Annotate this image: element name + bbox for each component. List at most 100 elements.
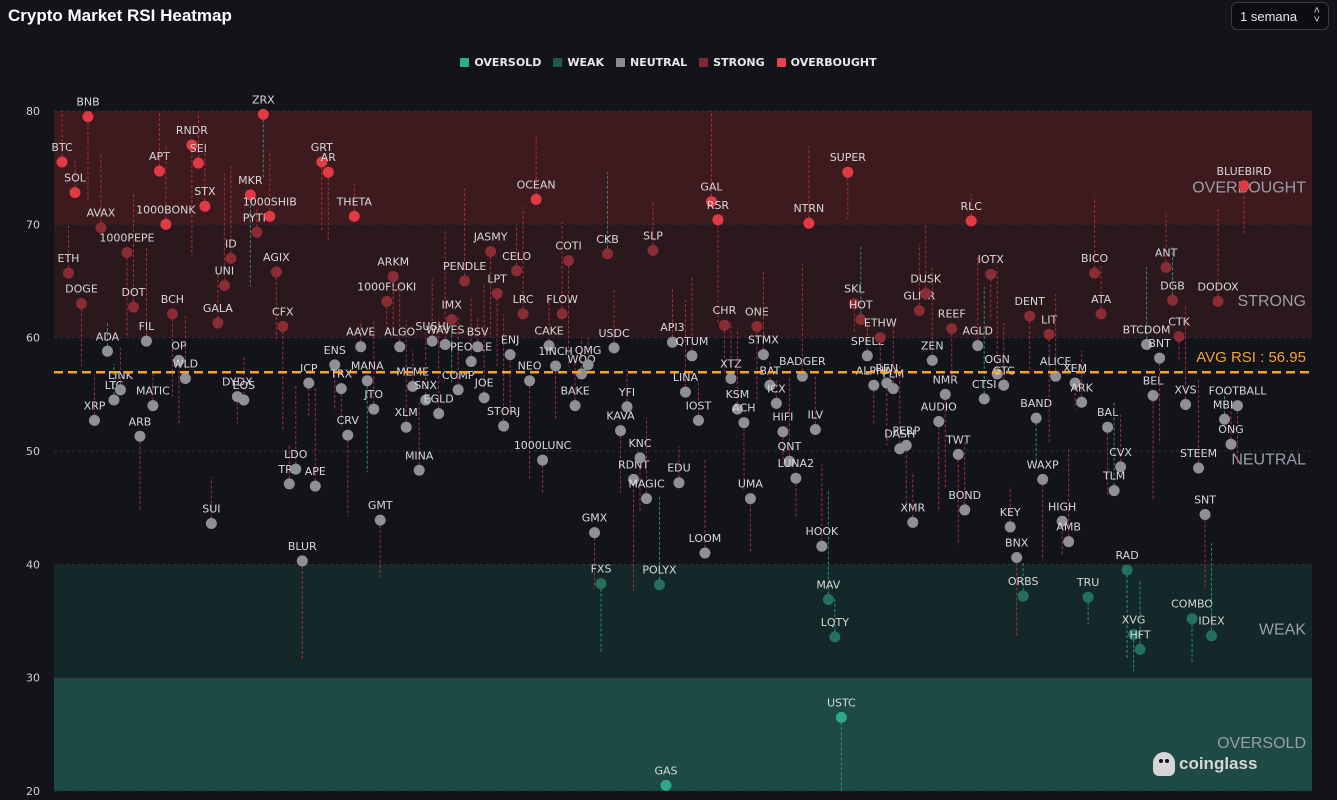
time-range-select[interactable]: 1 semana ˄ ˅ bbox=[1231, 2, 1329, 30]
point-label-knc: KNC bbox=[628, 437, 651, 450]
point-label-bnt: BNT bbox=[1148, 337, 1171, 350]
point-label-fil: FIL bbox=[139, 320, 156, 333]
zone-label-overbought: OVERBOUGHT bbox=[1192, 180, 1306, 197]
point-apt bbox=[153, 165, 165, 177]
point-label-alpha: ALPHA bbox=[856, 364, 893, 377]
point-yfi bbox=[621, 401, 633, 413]
point-gas bbox=[660, 779, 672, 791]
point-label-lit: LIT bbox=[1041, 313, 1057, 326]
point-dusk bbox=[920, 287, 932, 299]
point-1000pepe bbox=[121, 247, 133, 259]
point-label-hook: HOOK bbox=[805, 525, 839, 538]
point-1000floki bbox=[381, 295, 393, 307]
point-sushi bbox=[426, 335, 438, 347]
point-label-mbl: MBL bbox=[1213, 398, 1237, 411]
point-label-jto: JTO bbox=[363, 388, 383, 401]
legend-item-overbought[interactable]: OVERBOUGHT bbox=[776, 56, 877, 69]
point-label-bsv: BSV bbox=[467, 326, 489, 339]
point-neo bbox=[524, 375, 536, 387]
point-key bbox=[1004, 521, 1016, 533]
point-label-lina: LINA bbox=[673, 371, 699, 384]
point-label-cake: CAKE bbox=[534, 325, 563, 338]
point-label-stx: STX bbox=[194, 185, 216, 198]
point-theta bbox=[348, 210, 360, 222]
point-label-chr: CHR bbox=[713, 304, 737, 317]
point-ar bbox=[322, 166, 334, 178]
point-pendle bbox=[459, 275, 471, 287]
point-label-snt: SNT bbox=[1194, 493, 1216, 506]
point-gmx bbox=[589, 527, 601, 539]
point-ant bbox=[1160, 261, 1172, 273]
point-label-people: PEOPLE bbox=[450, 340, 492, 353]
point-bico bbox=[1089, 267, 1101, 279]
point-dodox bbox=[1212, 295, 1224, 307]
point-arkm bbox=[387, 270, 399, 282]
point-enj bbox=[504, 349, 516, 361]
point-label-super: SUPER bbox=[830, 151, 867, 164]
point-label-xvs: XVS bbox=[1175, 384, 1197, 397]
point-gal bbox=[705, 196, 717, 208]
point-label-lpt: LPT bbox=[487, 272, 507, 285]
point-ocean bbox=[530, 193, 542, 205]
brand-name: coinglass bbox=[1179, 754, 1258, 773]
point-bel bbox=[1147, 389, 1159, 401]
point-label-football: FOOTBALL bbox=[1209, 385, 1268, 398]
point-dgb bbox=[1167, 294, 1179, 306]
point-label-ens: ENS bbox=[324, 344, 346, 357]
point-amb bbox=[1063, 536, 1075, 548]
point-label-dodox: DODOX bbox=[1197, 280, 1239, 293]
point-label-usdc: USDC bbox=[598, 327, 630, 340]
point-bal bbox=[1102, 421, 1114, 433]
point-comp bbox=[452, 384, 464, 396]
legend-item-strong[interactable]: STRONG bbox=[699, 56, 765, 69]
legend-item-oversold[interactable]: OVERSOLD bbox=[460, 56, 541, 69]
point-label-loom: LOOM bbox=[689, 532, 722, 545]
point-label-gtc: GTC bbox=[993, 364, 1015, 377]
point-stx bbox=[199, 200, 211, 212]
point-joe bbox=[478, 392, 490, 404]
point-trb bbox=[283, 478, 295, 490]
point-high bbox=[1056, 515, 1068, 527]
point-mina bbox=[413, 464, 425, 476]
point-label-audio: AUDIO bbox=[921, 401, 957, 414]
point-snt bbox=[1199, 508, 1211, 520]
point-xrp bbox=[88, 414, 100, 426]
point-algo bbox=[394, 341, 406, 353]
point-label-qmg: QMG bbox=[575, 344, 602, 357]
point-ong bbox=[1225, 438, 1237, 450]
point-jto bbox=[368, 403, 380, 415]
point-label-ustc: USTC bbox=[827, 696, 856, 709]
point-mbl bbox=[1219, 413, 1231, 425]
point-ark bbox=[1076, 396, 1088, 408]
point-iotx bbox=[985, 268, 997, 280]
point-lit bbox=[1043, 328, 1055, 340]
point-edu bbox=[673, 477, 685, 489]
point-label-bat: BAT bbox=[759, 364, 780, 377]
legend-item-weak[interactable]: WEAK bbox=[553, 56, 604, 69]
point-lrc bbox=[517, 308, 529, 320]
point-ckb bbox=[602, 248, 614, 260]
zone-band-neutral bbox=[54, 337, 1312, 565]
point-ntrn bbox=[803, 217, 815, 229]
legend-item-neutral[interactable]: NEUTRAL bbox=[616, 56, 687, 69]
point-label-arb: ARB bbox=[129, 415, 152, 428]
point-icp bbox=[303, 377, 315, 389]
y-tick-label: 40 bbox=[26, 558, 40, 571]
legend-swatch bbox=[460, 58, 470, 67]
zone-band-oversold bbox=[54, 677, 1312, 791]
point-sol bbox=[69, 187, 81, 199]
point-label-lqty: LQTY bbox=[821, 616, 850, 629]
point-label-high: HIGH bbox=[1048, 500, 1076, 513]
point-label-xrp: XRP bbox=[84, 399, 106, 412]
y-tick-label: 30 bbox=[26, 672, 40, 685]
y-tick-label: 80 bbox=[26, 105, 40, 118]
point-label-1inch: 1INCH bbox=[538, 345, 572, 358]
point-iost bbox=[692, 414, 704, 426]
point-hifi bbox=[777, 426, 789, 438]
point-id bbox=[225, 252, 237, 264]
point-one bbox=[751, 320, 763, 332]
point-label-joe: JOE bbox=[474, 377, 494, 390]
brand-watermark: coinglass bbox=[1153, 752, 1257, 776]
point-people bbox=[465, 355, 477, 367]
point-label-dusk: DUSK bbox=[910, 272, 942, 285]
